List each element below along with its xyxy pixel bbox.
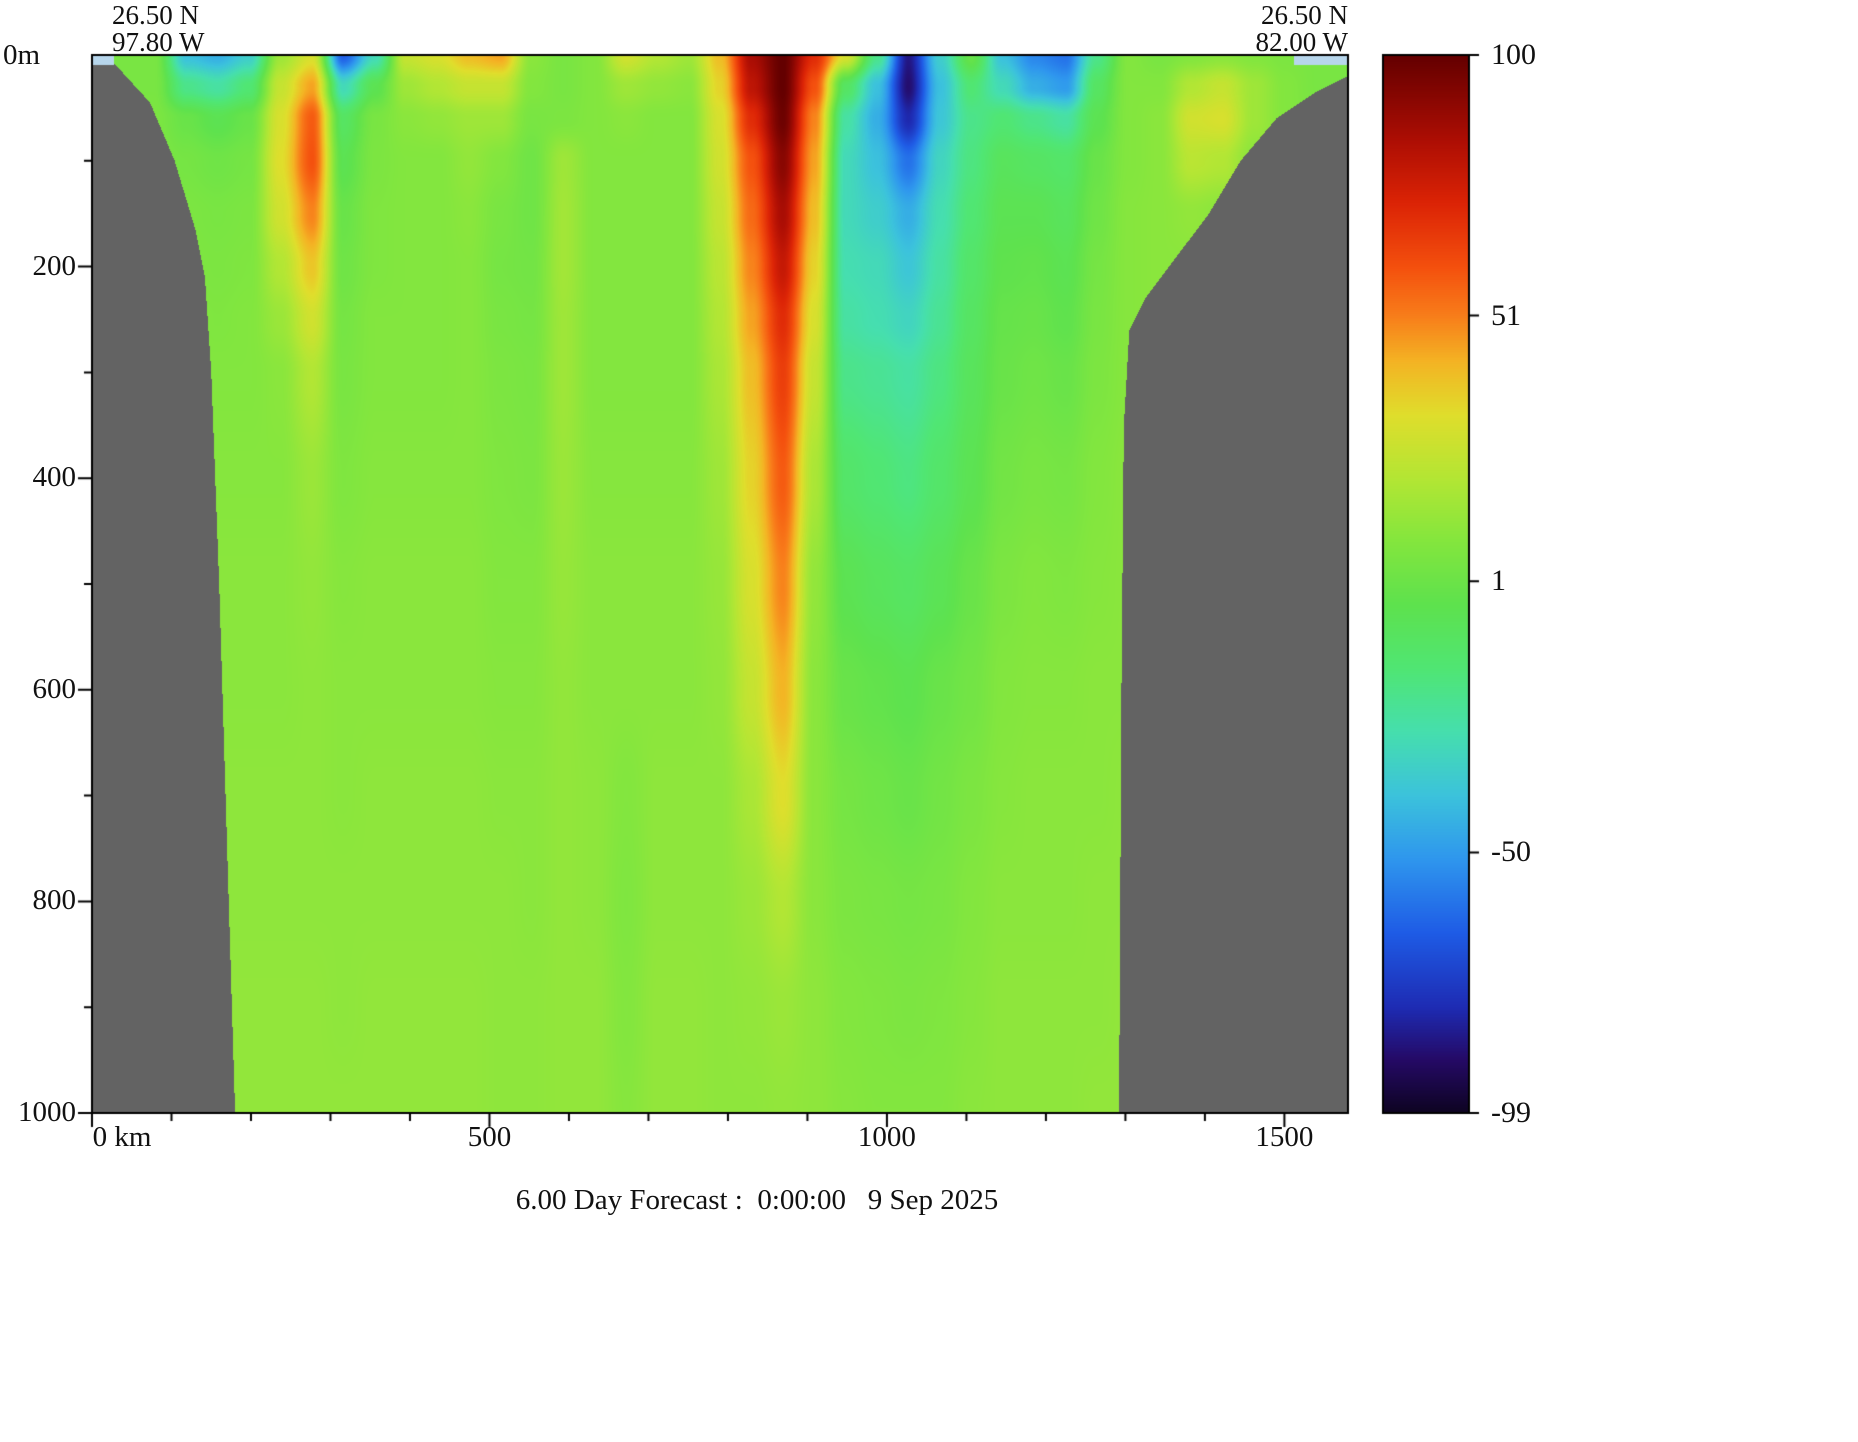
x-axis-tick-label: 0 km [92, 1121, 152, 1153]
colorbar-tick-label: -99 [1491, 1096, 1531, 1129]
y-axis-tick-label: 600 [32, 672, 77, 705]
section-end-longitude: 82.00 W [1255, 27, 1349, 57]
colorbar-tick-label: 1 [1491, 564, 1506, 598]
colorbar-tick-label: -50 [1491, 835, 1531, 869]
x-axis-tick-label: 1500 [1255, 1121, 1314, 1153]
section-start-latitude: 26.50 N [112, 0, 199, 30]
colorbar-tick-label: 100 [1491, 38, 1536, 71]
figure-caption: 6.00 Day Forecast : 0:00:00 9 Sep 2025 [515, 1184, 999, 1216]
x-axis-tick-label: 1000 [857, 1121, 916, 1153]
depth-axis-zero-label: 0m [2, 39, 40, 71]
y-axis-tick-label: 400 [32, 461, 77, 494]
section-start-longitude: 97.80 W [112, 27, 205, 57]
y-axis-tick-label: 200 [32, 249, 77, 282]
y-axis-tick-label: 800 [32, 884, 77, 917]
section-end-latitude: 26.50 N [1261, 0, 1348, 30]
y-axis-tick-label: 1000 [18, 1096, 76, 1128]
colorbar-tick-label: 51 [1491, 298, 1521, 332]
x-axis-tick-label: 500 [467, 1121, 512, 1153]
